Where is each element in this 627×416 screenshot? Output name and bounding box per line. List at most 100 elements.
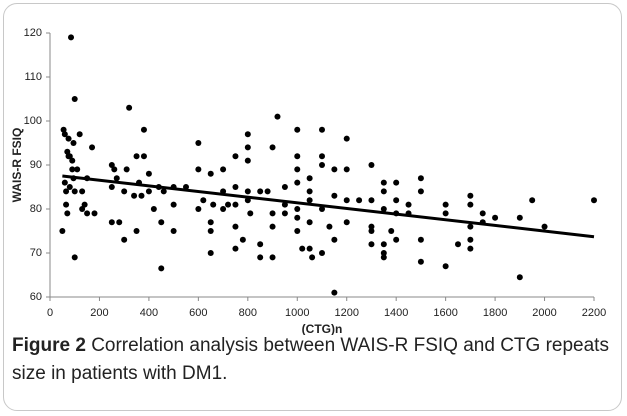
point — [239, 236, 246, 243]
point — [442, 210, 449, 217]
point — [467, 223, 474, 230]
point — [121, 188, 128, 195]
point — [207, 250, 214, 256]
point — [380, 188, 387, 195]
y-tick-label: 70 — [30, 247, 42, 259]
point — [244, 144, 251, 151]
point — [244, 188, 251, 195]
point — [294, 179, 301, 186]
point — [195, 140, 202, 146]
point — [257, 241, 264, 248]
point — [81, 201, 88, 208]
point — [368, 228, 375, 234]
point — [79, 206, 86, 212]
point — [331, 289, 338, 296]
point — [479, 210, 486, 217]
point — [368, 162, 375, 168]
point — [244, 157, 251, 164]
point — [257, 188, 264, 195]
point — [343, 219, 350, 226]
point — [281, 210, 288, 217]
point — [442, 263, 449, 270]
point — [121, 236, 128, 243]
point — [140, 126, 147, 133]
point — [467, 236, 474, 243]
point — [264, 188, 271, 195]
x-tick-label: 1400 — [384, 307, 408, 319]
point — [61, 179, 68, 186]
x-axis-title: (CTG)n — [302, 322, 343, 335]
point — [529, 197, 536, 204]
x-tick-label: 200 — [90, 307, 108, 319]
point — [417, 236, 424, 243]
point — [368, 223, 375, 230]
point — [145, 188, 152, 195]
point — [467, 245, 474, 252]
point — [113, 175, 120, 182]
point — [65, 135, 72, 142]
point — [591, 197, 597, 204]
point — [108, 219, 115, 226]
point — [294, 153, 301, 160]
point — [516, 214, 523, 221]
point — [71, 254, 78, 261]
point — [207, 170, 214, 177]
point — [368, 241, 375, 248]
caption: Figure 2 Correlation analysis between WA… — [12, 332, 612, 388]
point — [145, 170, 152, 177]
y-axis-title: WAIS-R FSIQ — [10, 128, 24, 203]
point — [116, 219, 123, 226]
point — [220, 166, 227, 173]
point — [319, 162, 325, 168]
point — [257, 254, 264, 261]
point — [306, 219, 313, 226]
point — [393, 197, 400, 204]
y-tick-label: 110 — [24, 71, 42, 83]
point — [319, 126, 325, 133]
point — [274, 113, 281, 120]
point — [516, 274, 523, 281]
point — [331, 192, 338, 199]
point — [380, 206, 387, 212]
point — [207, 219, 214, 226]
point — [195, 206, 202, 212]
point — [405, 201, 412, 208]
point — [417, 258, 424, 265]
point — [69, 166, 76, 173]
point — [220, 206, 227, 212]
point — [492, 214, 499, 221]
point — [294, 214, 301, 221]
point — [380, 179, 387, 186]
x-tick-label: 0 — [47, 307, 53, 319]
point — [380, 250, 387, 256]
point — [306, 188, 313, 195]
point — [91, 210, 98, 217]
point — [309, 254, 316, 261]
point — [442, 201, 449, 208]
point — [319, 206, 325, 212]
point — [393, 179, 400, 186]
point — [232, 153, 239, 160]
point — [541, 223, 548, 230]
point — [108, 184, 115, 190]
point — [294, 166, 301, 173]
point — [66, 153, 73, 160]
x-tick-label: 400 — [140, 307, 158, 319]
point — [63, 188, 70, 195]
point — [66, 184, 73, 190]
point — [247, 210, 254, 217]
point — [306, 245, 313, 252]
point — [131, 192, 138, 199]
point — [133, 228, 140, 234]
point — [343, 166, 350, 173]
point — [74, 166, 81, 173]
point — [232, 201, 239, 208]
point — [269, 144, 276, 151]
point — [79, 188, 86, 195]
y-tick-label: 100 — [24, 115, 42, 127]
point — [294, 126, 301, 133]
figure-frame — [3, 3, 622, 411]
point — [331, 236, 338, 243]
